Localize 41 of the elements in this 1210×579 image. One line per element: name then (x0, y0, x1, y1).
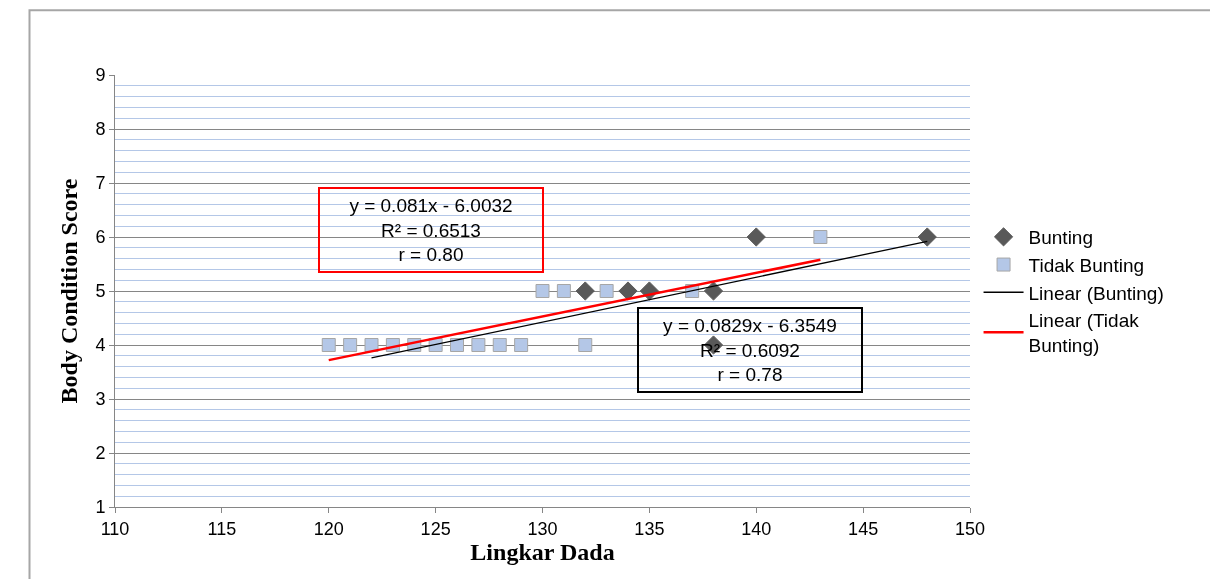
point (917, 227, 937, 247)
x-tick-label: 135 (634, 518, 665, 539)
point (575, 281, 595, 301)
y-tick-label: 3 (95, 389, 106, 410)
point (599, 284, 614, 298)
legend-label: Bunting (1028, 227, 1093, 249)
point (471, 338, 486, 352)
y-tick-label: 4 (95, 335, 106, 356)
y-tick-label: 9 (95, 65, 106, 86)
point (343, 338, 358, 352)
x-tick-label: 145 (848, 518, 879, 539)
point (535, 284, 550, 298)
legend-label: Tidak Bunting (1028, 254, 1145, 276)
point (813, 230, 828, 244)
point (450, 338, 464, 352)
legend-label: Linear (Bunting) (1028, 282, 1164, 304)
annotation: y = 0.081x - 6.0032 R² = 0.6513 r = 0.80 (349, 195, 513, 266)
x-tick-label: 125 (420, 518, 451, 539)
x-tick-label: 115 (207, 518, 237, 539)
point (321, 338, 336, 352)
x-tick-label: 140 (741, 518, 772, 539)
point (578, 338, 593, 352)
x-tick-label: 150 (954, 518, 986, 539)
point (703, 281, 724, 301)
y-tick-label: 7 (95, 173, 106, 194)
point (618, 281, 638, 301)
point (492, 338, 507, 352)
y-tick-label: 2 (95, 443, 106, 464)
y-axis-title: Body Condition Score (56, 178, 83, 404)
x-tick-label: 130 (527, 518, 558, 539)
y-tick-label: 1 (95, 497, 106, 518)
point (746, 227, 766, 247)
x-tick-label: 120 (313, 518, 344, 539)
x-axis-title: Lingkar Dada (470, 538, 615, 565)
y-tick-label: 8 (95, 119, 106, 140)
legend-label: Linear (Tidak Bunting) (1028, 310, 1140, 357)
y-tick-label: 5 (95, 281, 106, 302)
y-tick-label: 6 (95, 227, 106, 248)
point (556, 284, 571, 298)
point (514, 338, 529, 352)
x-tick-label: 110 (100, 518, 130, 539)
